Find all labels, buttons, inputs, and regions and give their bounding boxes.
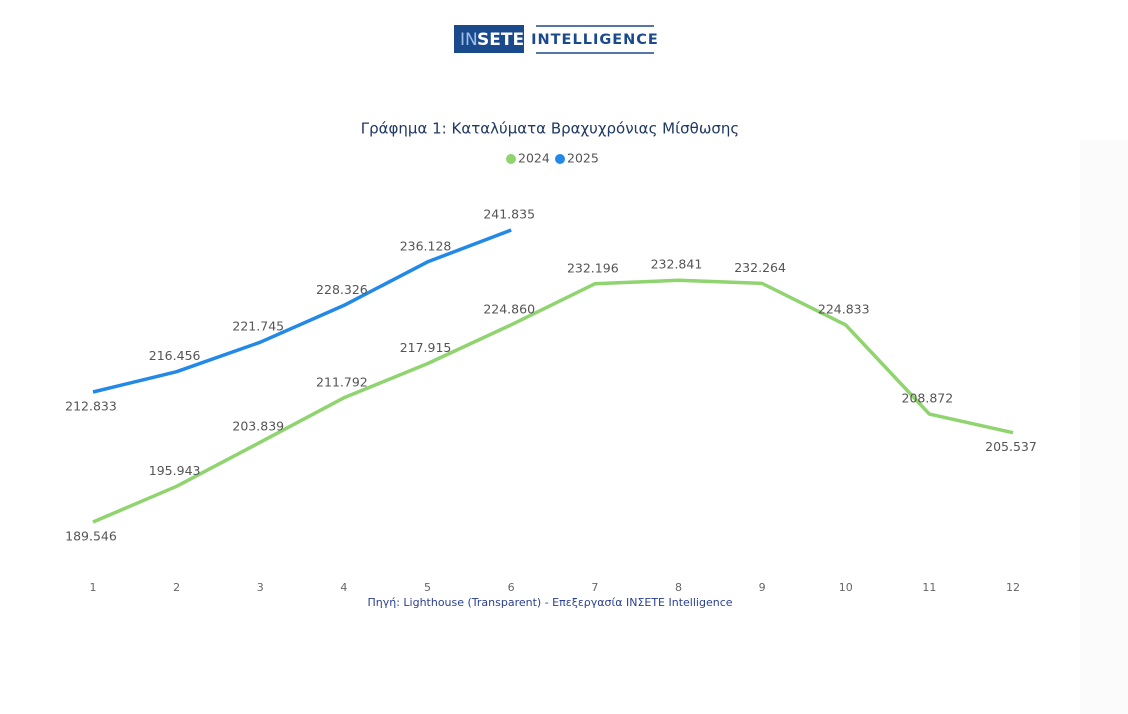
panel-edge (1080, 140, 1128, 714)
chart-title: Γράφημα 1: Καταλύματα Βραχυχρόνιας Μίσθω… (361, 120, 739, 138)
series-line (92, 278, 1014, 524)
data-label: 241.835 (483, 207, 535, 222)
x-tick-label: 8 (675, 581, 682, 594)
data-label: 232.264 (734, 260, 786, 275)
data-label: 203.839 (232, 419, 284, 434)
x-tick-label: 2 (173, 581, 180, 594)
x-tick-label: 7 (591, 581, 598, 594)
x-tick-label: 10 (839, 581, 853, 594)
x-tick-label: 4 (340, 581, 347, 594)
logo-intelligence: INTELLIGENCE (531, 32, 659, 48)
data-label: 208.872 (902, 391, 954, 406)
data-label: 217.915 (400, 340, 452, 355)
logo-box (454, 25, 524, 53)
data-label: 195.943 (149, 463, 201, 478)
legend-marker (506, 154, 516, 164)
x-tick-label: 9 (759, 581, 766, 594)
data-label: 221.745 (232, 319, 284, 334)
legend-label: 2025 (567, 151, 599, 166)
data-label: 211.792 (316, 374, 368, 389)
data-label: 228.326 (316, 282, 368, 297)
data-label: 236.128 (400, 238, 452, 253)
legend-marker (555, 154, 565, 164)
x-tick-label: 11 (922, 581, 936, 594)
data-label: 205.537 (985, 439, 1037, 454)
data-label: 224.860 (483, 301, 535, 316)
data-label: 212.833 (65, 398, 117, 413)
logo-sete: SETE (477, 30, 524, 50)
x-tick-label: 3 (257, 581, 264, 594)
data-label: 224.833 (818, 301, 870, 316)
x-tick-label: 5 (424, 581, 431, 594)
x-tick-label: 12 (1006, 581, 1020, 594)
data-label: 232.841 (651, 257, 703, 272)
x-tick-label: 6 (508, 581, 515, 594)
data-label: 189.546 (65, 529, 117, 544)
data-label: 216.456 (149, 348, 201, 363)
x-tick-label: 1 (90, 581, 97, 594)
logo: IN SETE INTELLIGENCE (454, 25, 659, 54)
logo-in: IN (460, 30, 478, 50)
series-line (92, 228, 512, 394)
source-note: Πηγή: Lighthouse (Transparent) - Επεξεργ… (367, 596, 732, 609)
legend-label: 2024 (518, 151, 550, 166)
data-label: 232.196 (567, 260, 619, 275)
